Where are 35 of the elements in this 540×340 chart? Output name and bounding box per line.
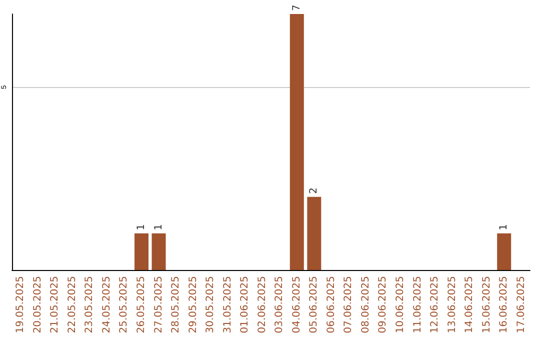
x-tick-label: 23.05.2025 <box>84 276 96 334</box>
data-label: 1 <box>153 224 164 230</box>
x-tick-label: 07.06.2025 <box>343 276 354 334</box>
x-tick-label: 01.06.2025 <box>240 276 251 334</box>
x-tick-label: 24.05.2025 <box>101 276 112 334</box>
x-tick-label: 06.06.2025 <box>326 276 337 334</box>
x-tick-label: 30.05.2025 <box>205 276 216 334</box>
x-tick-label: 04.06.2025 <box>291 276 302 334</box>
x-tick-label: 27.05.2025 <box>153 276 164 334</box>
x-tick-label: 21.05.2025 <box>50 276 61 334</box>
x-tick-label: 17.06.2025 <box>516 276 527 334</box>
x-tick-label: 19.05.2025 <box>15 276 26 334</box>
x-tick-label: 31.05.2025 <box>222 276 234 334</box>
x-tick-label: 25.05.2025 <box>118 276 130 334</box>
data-label: 1 <box>136 224 147 230</box>
x-tick-label: 28.05.2025 <box>170 276 182 334</box>
x-tick-label: 13.06.2025 <box>446 276 458 334</box>
x-tick-label: 22.05.2025 <box>66 276 78 334</box>
x-tick-label: 10.06.2025 <box>395 276 406 334</box>
x-tick-label: 14.06.2025 <box>464 276 476 334</box>
x-tick-label: 09.06.2025 <box>378 276 389 334</box>
x-tick-label: 03.06.2025 <box>274 276 286 334</box>
x-tick-label: 08.06.2025 <box>360 276 372 334</box>
data-label: 1 <box>498 224 510 230</box>
x-tick-label: 16.06.2025 <box>498 276 510 334</box>
x-tick-label: 15.06.2025 <box>481 276 492 334</box>
x-tick-label: 12.06.2025 <box>430 276 441 334</box>
x-tick-label: 05.06.2025 <box>308 276 320 334</box>
data-label: 2 <box>308 187 320 194</box>
x-tick-label: 26.05.2025 <box>136 276 147 334</box>
x-tick-label: 02.06.2025 <box>256 276 268 334</box>
x-tick-label: 20.05.2025 <box>32 276 44 334</box>
data-label: 7 <box>291 4 302 11</box>
x-tick-label: 29.05.2025 <box>188 276 199 334</box>
x-tick-label: 11.06.2025 <box>412 276 424 334</box>
